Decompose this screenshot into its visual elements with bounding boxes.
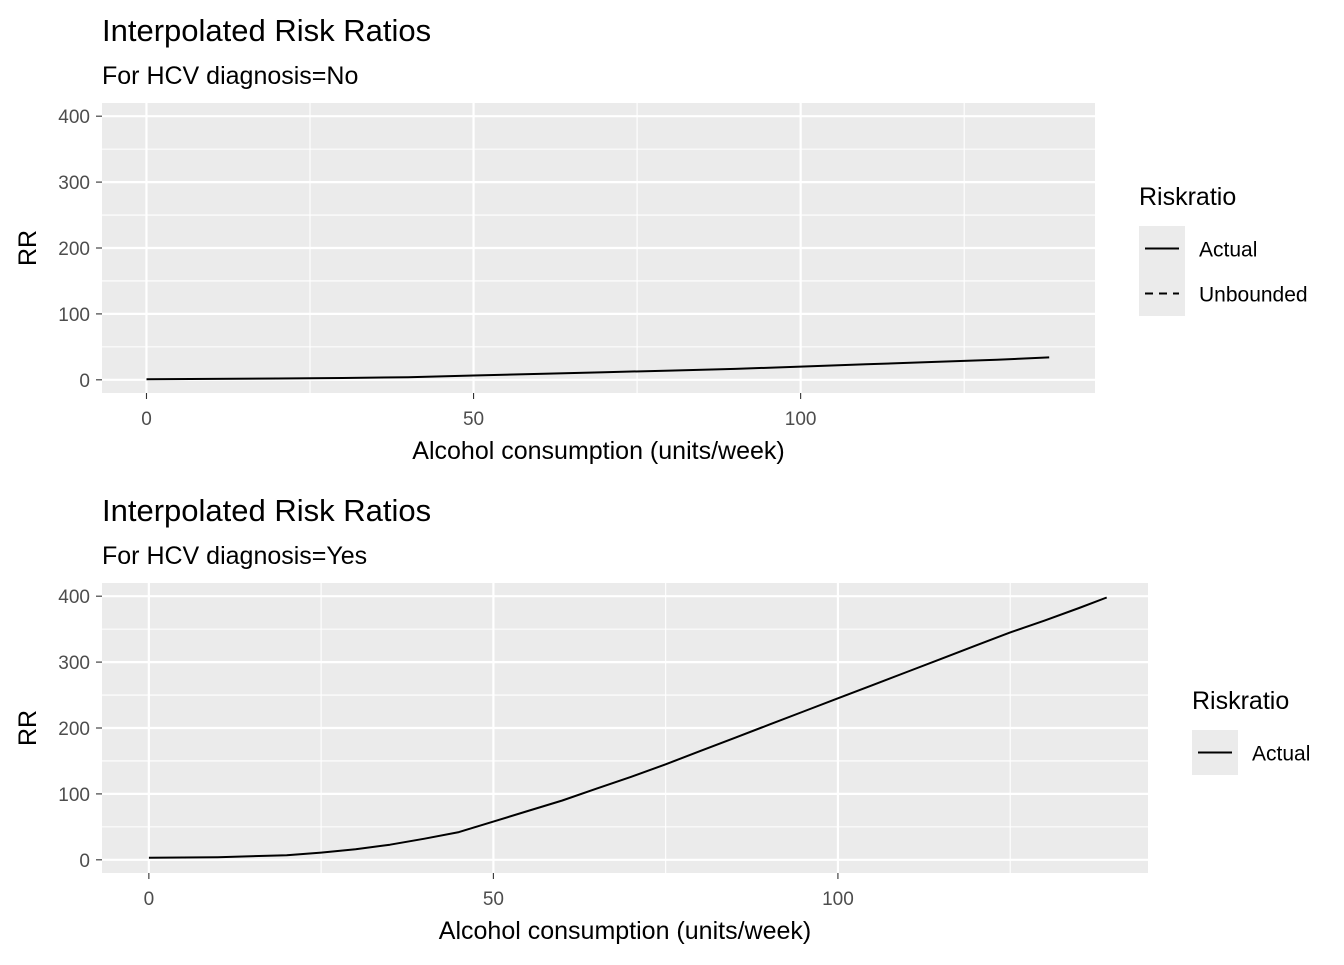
x-tick-label: 50: [463, 409, 484, 430]
x-tick-label: 100: [785, 409, 817, 430]
y-axis-label: RR: [14, 710, 42, 746]
series-line-actual: [148, 596, 1108, 859]
y-tick-label: 100: [58, 305, 90, 326]
x-tick-label: 0: [144, 889, 155, 910]
y-tick-label: 300: [58, 173, 90, 194]
chart-subtitle: For HCV diagnosis=No: [102, 62, 358, 90]
legend-label: Actual: [1199, 239, 1257, 262]
y-tick-label: 200: [58, 719, 90, 740]
x-tick-label: 0: [141, 409, 152, 430]
legend-label: Unbounded: [1199, 284, 1308, 307]
chart-subtitle: For HCV diagnosis=Yes: [102, 542, 367, 570]
y-axis-label: RR: [14, 230, 42, 266]
chart-panel-2: Interpolated Risk Ratios For HCV diagnosi…: [14, 493, 1310, 945]
legend-label: Actual: [1252, 743, 1310, 766]
chart-title: Interpolated Risk Ratios: [102, 493, 431, 528]
y-tick-label: 200: [58, 239, 90, 260]
y-tick-label: 300: [58, 653, 90, 674]
x-axis-label: Alcohol consumption (units/week): [439, 917, 811, 945]
y-tick-label: 400: [58, 107, 90, 128]
chart-title: Interpolated Risk Ratios: [102, 13, 431, 48]
legend-title: Riskratio: [1139, 183, 1236, 211]
y-tick-label: 0: [79, 851, 90, 872]
x-tick-label: 50: [483, 889, 504, 910]
series-line-actual: [146, 356, 1050, 381]
chart-panel-1: Interpolated Risk Ratios For HCV diagnosi…: [14, 13, 1308, 465]
x-axis-label: Alcohol consumption (units/week): [412, 437, 784, 465]
y-tick-label: 400: [58, 587, 90, 608]
y-tick-label: 0: [79, 371, 90, 392]
legend-title: Riskratio: [1192, 687, 1289, 715]
x-tick-label: 100: [822, 889, 854, 910]
y-tick-label: 100: [58, 785, 90, 806]
